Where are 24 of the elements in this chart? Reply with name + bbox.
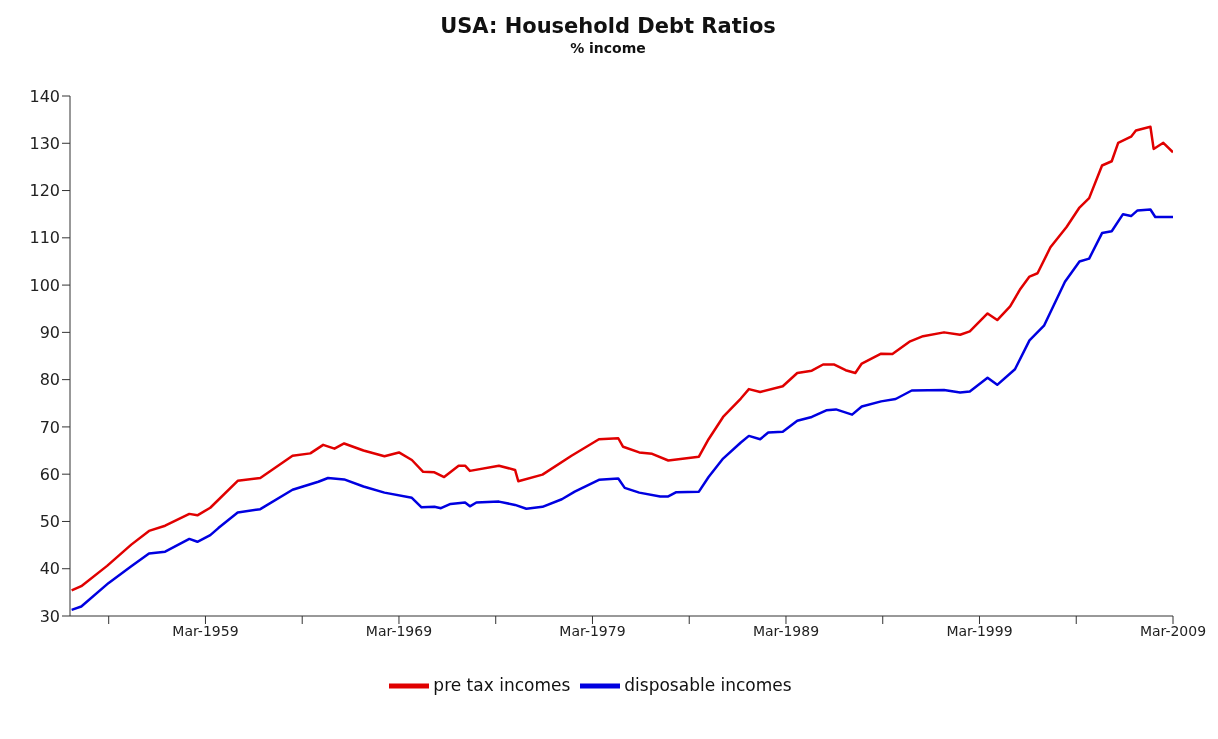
line-series (70, 208, 1173, 612)
x-tick-label: Mar-1979 (559, 622, 626, 639)
y-tick-label: 130 (29, 133, 60, 153)
legend-label: pre tax incomes (433, 675, 571, 695)
y-tick-label: 40 (39, 559, 60, 579)
y-tick-label: 80 (39, 370, 60, 390)
x-tick-label: Mar-1989 (752, 622, 820, 639)
x-tick-label: Mar-1999 (946, 622, 1013, 639)
y-tick-label: 90 (39, 323, 60, 343)
y-tick-label: 60 (39, 464, 60, 484)
y-tick-label: 50 (39, 512, 60, 532)
line-series (70, 125, 1173, 592)
y-tick-label: 110 (29, 228, 60, 248)
x-tick-label: Mar-2009 (1139, 622, 1207, 639)
chart-title: USA: Household Debt Ratios (439, 14, 777, 38)
legend-label: disposable incomes (624, 675, 792, 695)
y-tick-label: 30 (39, 606, 60, 626)
y-tick-label: 120 (29, 181, 60, 201)
y-tick-label: 100 (29, 275, 60, 295)
x-tick-label: Mar-1969 (365, 622, 433, 639)
x-tick-label: Mar-1959 (172, 622, 239, 639)
y-tick-label: 140 (29, 86, 60, 106)
chart-subtitle: % income (569, 40, 647, 56)
y-tick-label: 70 (39, 417, 60, 437)
